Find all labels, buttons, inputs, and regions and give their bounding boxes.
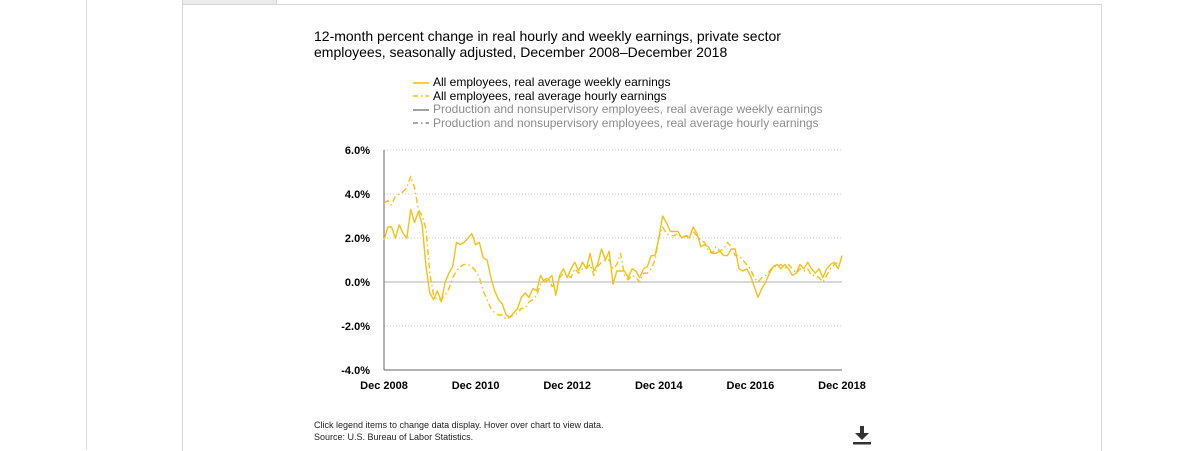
series-line-2 [383, 175, 843, 321]
x-tick-label: Dec 2016 [727, 380, 775, 392]
chart-legend: All employees, real average weekly earni… [413, 75, 823, 131]
x-tick-label: Dec 2010 [452, 380, 500, 392]
download-icon[interactable] [851, 424, 873, 446]
legend-swatch-dashdot-gray [413, 122, 429, 125]
legend-swatch-solid-yellow [413, 81, 429, 84]
legend-label: All employees, real average hourly earni… [433, 88, 667, 103]
x-tick-label: Dec 2008 [360, 380, 408, 392]
y-tick-label: 6.0% [345, 145, 370, 157]
legend-item-all-weekly[interactable]: All employees, real average weekly earni… [413, 75, 823, 90]
legend-item-all-hourly[interactable]: All employees, real average hourly earni… [413, 88, 823, 104]
y-tick-label: 4.0% [345, 189, 370, 201]
x-tick-label: Dec 2012 [543, 380, 591, 392]
page-left-rule [86, 0, 87, 450]
series-line-1 [383, 208, 843, 318]
legend-item-production-weekly[interactable]: Production and nonsupervisory employees,… [413, 102, 823, 117]
y-tick-label: -2.0% [341, 321, 370, 333]
footnote-instructions: Click legend items to change data displa… [314, 420, 604, 430]
footnote-source: Source: U.S. Bureau of Labor Statistics. [314, 431, 474, 442]
chart-frame [182, 4, 1102, 451]
legend-label: Production and nonsupervisory employees,… [433, 115, 819, 130]
chart-title: 12-month percent change in real hourly a… [314, 28, 834, 60]
x-tick-label: Dec 2014 [635, 380, 684, 392]
y-tick-label: 0.0% [345, 277, 370, 289]
legend-swatch-dashdot-yellow [413, 95, 429, 98]
chart-title-line-2: employees, seasonally adjusted, December… [314, 44, 728, 60]
legend-label: Production and nonsupervisory employees,… [433, 102, 823, 116]
x-tick-label: Dec 2018 [818, 380, 866, 392]
legend-label: All employees, real average weekly earni… [433, 75, 671, 89]
legend-swatch-solid-gray [413, 108, 429, 111]
y-tick-label: -4.0% [341, 365, 370, 377]
legend-item-production-hourly[interactable]: Production and nonsupervisory employees,… [413, 115, 823, 131]
chart-title-line-1: 12-month percent change in real hourly a… [314, 28, 781, 44]
chart-footnote: Click legend items to change data displa… [314, 420, 603, 443]
y-tick-label: 2.0% [345, 233, 370, 245]
